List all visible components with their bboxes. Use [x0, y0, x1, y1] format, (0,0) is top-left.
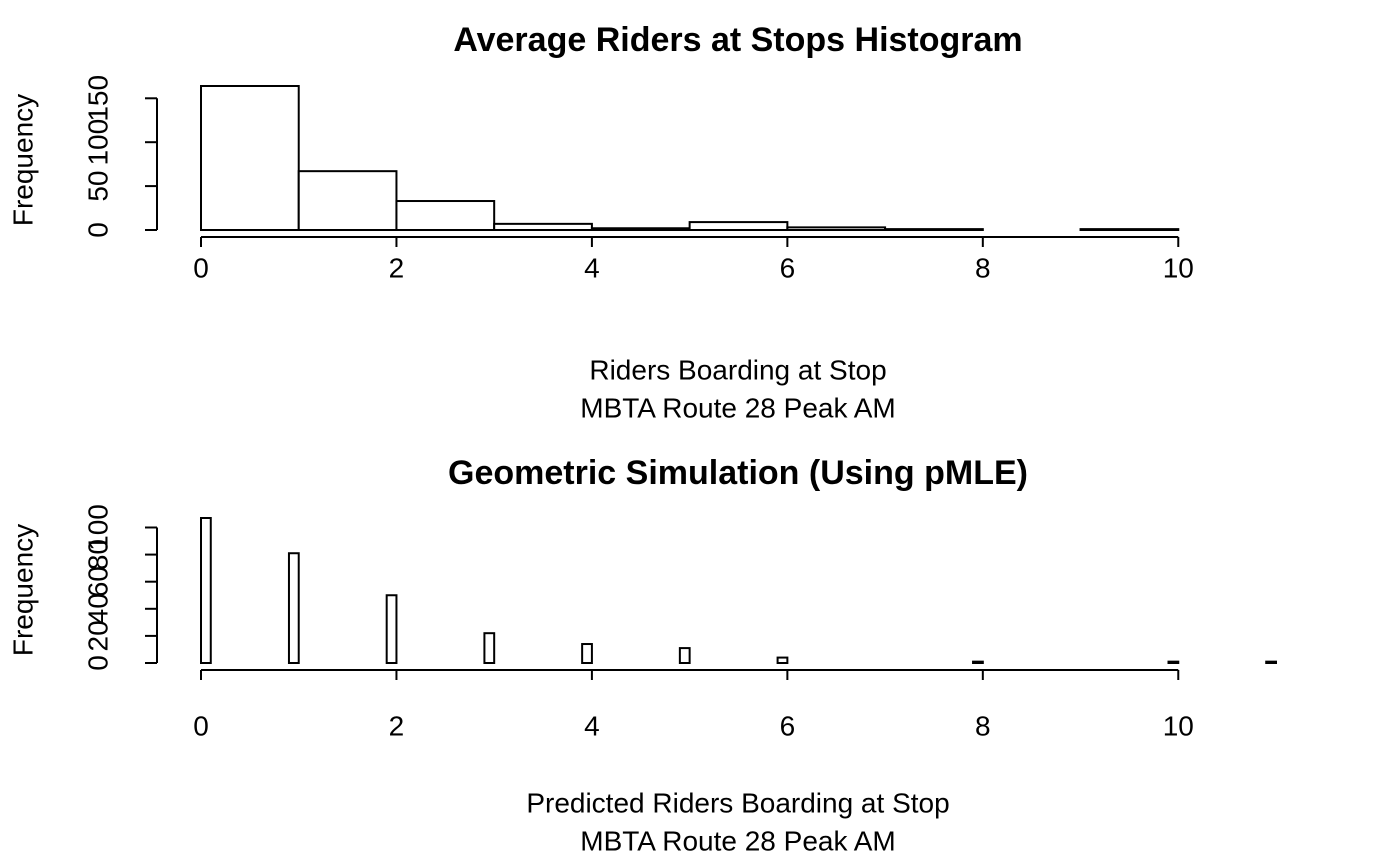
x-tick-label: 10 — [1163, 710, 1194, 741]
bar — [1167, 660, 1180, 664]
x-tick-label: 2 — [389, 710, 405, 741]
x-axis-label: MBTA Route 28 Peak AM — [580, 392, 895, 423]
x-tick-label: 6 — [780, 710, 796, 741]
y-tick-label: 0 — [82, 222, 113, 238]
x-axis-label: Predicted Riders Boarding at Stop — [526, 787, 949, 818]
y-axis-label: Frequency — [7, 94, 38, 226]
y-tick-label: 0 — [82, 655, 113, 671]
y-tick-label: 100 — [82, 504, 113, 551]
x-tick-label: 4 — [584, 252, 600, 283]
chart-title: Average Riders at Stops Histogram — [453, 21, 1022, 59]
x-tick-label: 0 — [193, 710, 209, 741]
bar — [688, 221, 789, 232]
x-tick-label: 10 — [1163, 252, 1194, 283]
x-tick-label: 6 — [780, 252, 796, 283]
bar — [385, 594, 398, 664]
x-tick-label: 2 — [389, 252, 405, 283]
bar — [1265, 660, 1278, 664]
x-tick-label: 8 — [975, 252, 991, 283]
y-tick-label: 20 — [82, 620, 113, 651]
bar — [1079, 228, 1180, 231]
bar — [493, 222, 593, 231]
bar — [884, 228, 984, 231]
chart-title: Geometric Simulation (Using pMLE) — [448, 454, 1028, 492]
bar — [287, 552, 300, 664]
bar — [581, 643, 593, 664]
x-tick-label: 0 — [193, 252, 209, 283]
y-tick-label: 100 — [82, 119, 113, 166]
y-axis-label: Frequency — [7, 524, 38, 656]
bar — [395, 200, 496, 231]
x-tick-label: 8 — [975, 710, 991, 741]
y-tick-label: 50 — [82, 171, 113, 202]
y-tick-label: 60 — [82, 566, 113, 597]
y-tick-label: 150 — [82, 75, 113, 122]
bar — [200, 85, 300, 231]
x-axis-label: Riders Boarding at Stop — [589, 354, 886, 385]
bar — [200, 517, 212, 664]
y-tick-label: 80 — [82, 539, 113, 570]
bar — [590, 227, 691, 231]
bar — [786, 226, 887, 232]
bar — [678, 647, 691, 664]
bar — [972, 660, 984, 664]
bar — [297, 170, 398, 231]
x-axis-label: MBTA Route 28 Peak AM — [580, 825, 895, 856]
bar — [483, 632, 496, 664]
y-tick-label: 40 — [82, 593, 113, 624]
x-tick-label: 4 — [584, 710, 600, 741]
bar — [776, 656, 789, 665]
